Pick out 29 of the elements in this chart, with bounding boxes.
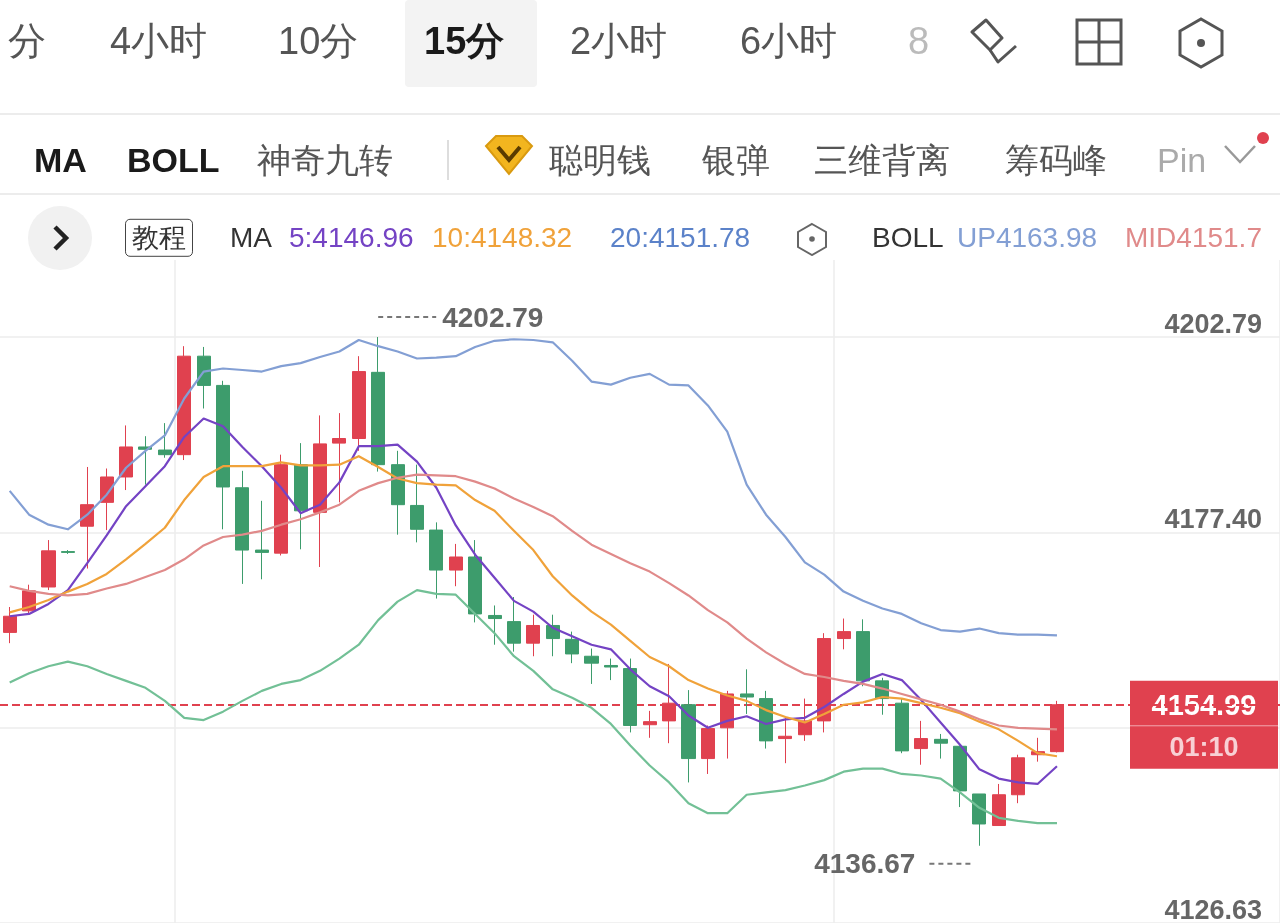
- text: MA: [230, 221, 272, 255]
- text: BOLL: [127, 139, 220, 181]
- annotation: 4136.67: [814, 848, 916, 880]
- text: 分: [8, 19, 46, 65]
- text: BOLL: [872, 221, 944, 255]
- text: Pin: [1157, 139, 1207, 181]
- text: 8: [908, 19, 930, 65]
- text: 01:10: [1169, 731, 1239, 762]
- text: MA: [34, 139, 87, 181]
- y-tick-label: 4202.79: [1164, 308, 1262, 339]
- text: 10:4148.32: [432, 221, 573, 255]
- text: 筹码峰: [1005, 139, 1107, 181]
- y-tick-label: 4177.40: [1164, 503, 1262, 534]
- text: UP4163.98: [957, 221, 1098, 255]
- text: 银弹: [702, 139, 770, 181]
- text: 20:4151.78: [610, 221, 751, 255]
- text: 三维背离: [814, 139, 950, 181]
- text: 6小时: [740, 19, 838, 65]
- text: MID4151.7: [1125, 221, 1262, 255]
- text: 神奇九转: [257, 139, 393, 181]
- text: 5:4146.96: [289, 221, 414, 255]
- text: 2小时: [570, 19, 668, 65]
- text: 10分: [278, 19, 359, 65]
- annotation: 4202.79: [442, 301, 544, 333]
- text: 15分: [424, 19, 505, 65]
- text: 4小时: [110, 19, 208, 65]
- text: 教程: [125, 218, 193, 258]
- text: 聪明钱: [549, 139, 651, 181]
- y-tick-label: 4126.63: [1164, 894, 1262, 923]
